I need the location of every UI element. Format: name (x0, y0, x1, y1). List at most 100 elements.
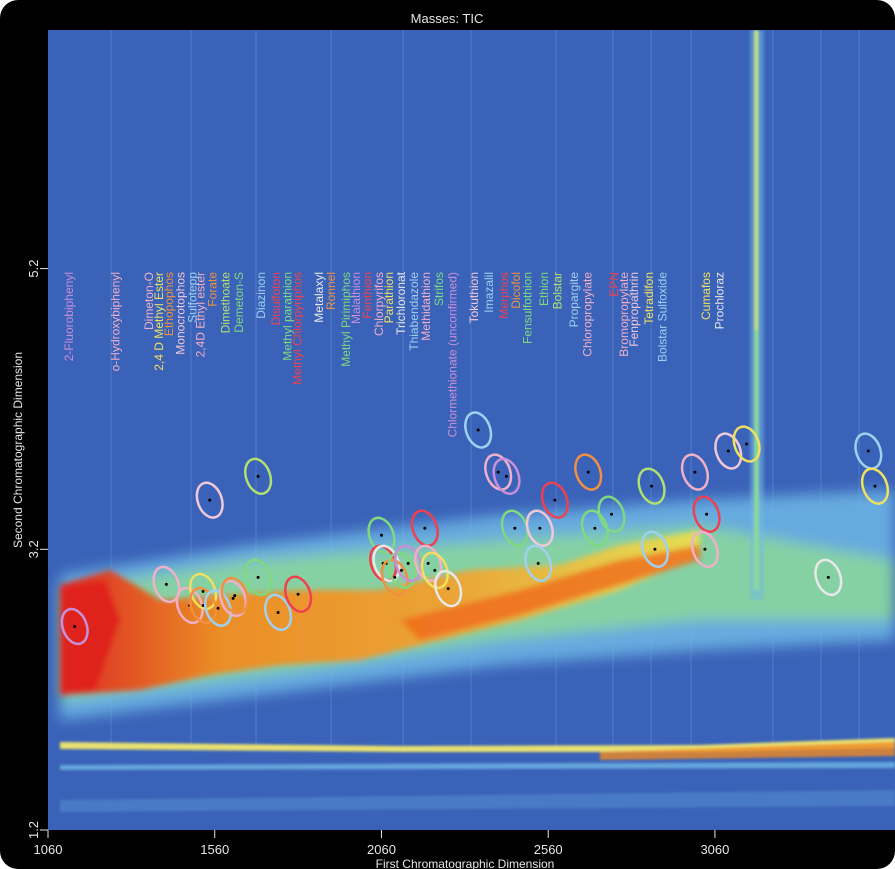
x-tick-label: 1560 (200, 842, 229, 857)
compound-peak-dot (745, 442, 749, 446)
x-tick-label: 3060 (700, 842, 729, 857)
compound-label: Cumafos (699, 272, 713, 320)
y-axis-ticks: 1.2 3.2 5.2 (26, 260, 48, 839)
compound-peak-dot (276, 610, 280, 614)
compound-label: Demeton-S (232, 272, 246, 333)
compound-label: Ethion (537, 272, 551, 306)
compound-label: Fenthion (360, 272, 374, 319)
compound-ellipse (637, 467, 666, 505)
y-tick-label: 1.2 (26, 821, 41, 839)
compound-ellipse (367, 516, 396, 554)
compound-peak-dot (538, 526, 542, 530)
compound-ellipse (195, 481, 224, 519)
compound-ellipse (574, 453, 603, 491)
compound-ellipse (414, 544, 443, 582)
compound-peak-dot (201, 603, 205, 607)
compound-peak-dot (216, 606, 220, 610)
x-tick-label: 2560 (534, 842, 563, 857)
baseline-bands (60, 738, 895, 812)
compound-peak-dot (73, 624, 77, 628)
compound-label: Monocrotophos (174, 272, 188, 355)
chart-title: Masses: TIC (411, 11, 484, 26)
compound-label: 2,4 D Methyl Ester (152, 272, 166, 371)
compound-label: Imazalil (482, 272, 496, 313)
compound-ellipse (410, 509, 439, 547)
compound-ellipse (690, 530, 720, 568)
compound-label: Chlormethionate (unconfirmed) (445, 272, 459, 437)
compound-label: Chlorpyrifos (372, 272, 386, 336)
compound-label: Chloropropylate (581, 272, 595, 357)
compound-ellipse (692, 495, 721, 533)
compound-peak-dot (513, 526, 517, 530)
vertical-streaks (110, 30, 860, 750)
compound-peak-dot (256, 474, 260, 478)
compound-ellipse (540, 481, 569, 519)
compound-label: Merphos (497, 272, 511, 319)
compound-label: Ronnel (324, 272, 338, 310)
compound-label: Parathion (382, 272, 396, 323)
compound-ellipse (580, 509, 609, 547)
compound-label: Prochloraz (712, 272, 726, 329)
compound-peak-dot (399, 568, 403, 572)
compound-ellipse (243, 558, 273, 597)
compound-ellipse (203, 589, 233, 627)
y-axis-label: Second Chromatographic Dimension (11, 352, 25, 548)
compound-label: Bromopropylate (617, 272, 631, 357)
compound-label: Methidathion (419, 272, 433, 341)
compound-ellipse (152, 565, 181, 604)
compound-label: Methyl Chlorpyriphos (290, 272, 304, 385)
compound-peak-dot (446, 587, 450, 591)
x-tick-label: 2060 (367, 842, 396, 857)
compound-ellipse (434, 569, 463, 608)
compound-label: Diazinon (254, 272, 268, 319)
compound-ellipse (524, 544, 553, 582)
streak-line (858, 30, 860, 750)
compound-label: Dicofol (509, 272, 523, 309)
streak-line (110, 30, 112, 750)
compound-label: Methyl parathion (280, 272, 294, 361)
compound-peak-dot (231, 596, 235, 600)
compound-ellipse (492, 457, 521, 495)
compound-peak-dot (406, 561, 410, 565)
compound-label: Strifos (432, 272, 446, 306)
compound-peak-dot (476, 428, 480, 432)
x-tick-label: 1060 (34, 842, 63, 857)
x-axis-label: First Chromatographic Dimension (376, 857, 555, 869)
compound-ellipse (464, 411, 493, 449)
streak-line (330, 30, 332, 750)
compound-label: Malathion (349, 272, 363, 324)
streak-line (612, 30, 614, 750)
compound-peak-dot (505, 474, 509, 478)
compound-ellipse (394, 544, 423, 582)
compound-ellipse (218, 579, 248, 618)
compound-ellipse (175, 586, 204, 625)
streak-line (470, 30, 472, 750)
compound-peak-dot (705, 512, 709, 516)
compound-peak-dot (826, 575, 830, 579)
compound-peak-dot (873, 484, 877, 488)
compound-peak-dot (233, 594, 237, 598)
compound-peak-dot (496, 470, 500, 474)
column-bleed (750, 30, 764, 600)
streak-line (402, 30, 404, 750)
compound-label: Methyl Pirimiphos (339, 272, 353, 367)
compound-peak-dot (201, 589, 205, 593)
y-tick-label: 5.2 (26, 260, 41, 278)
streak-line (555, 30, 557, 750)
compound-label: Disulfoton (269, 272, 283, 325)
compound-label: Metalaxyl (312, 272, 326, 323)
compound-peak-dot (426, 561, 430, 565)
compound-peak-dot (610, 512, 614, 516)
compound-ellipse (60, 607, 89, 646)
compound-peak-dot (726, 449, 730, 453)
compound-label: Bolstar (551, 272, 565, 309)
compound-label: Tokuthion (467, 272, 481, 323)
compound-ellipse (525, 509, 554, 547)
compound-label: Fenpropathrin (627, 272, 641, 347)
compound-ellipse (597, 495, 626, 533)
compound-peak-dot (164, 582, 168, 586)
hot-band (60, 530, 700, 695)
compound-label: Propargite (567, 272, 581, 328)
compound-ellipse (263, 593, 293, 632)
